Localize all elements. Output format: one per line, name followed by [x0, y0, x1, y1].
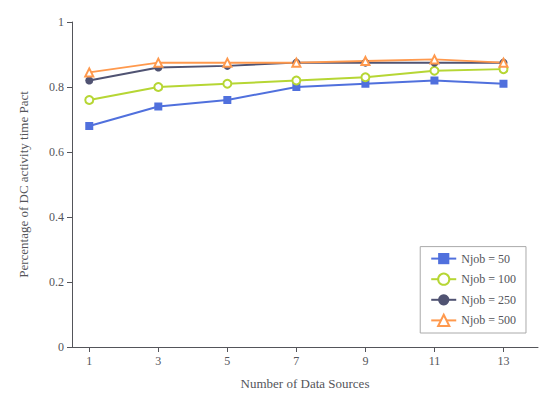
- svg-text:Njob = 500: Njob = 500: [461, 313, 516, 327]
- svg-text:0.6: 0.6: [49, 145, 64, 159]
- svg-text:Njob = 100: Njob = 100: [461, 272, 516, 286]
- svg-text:Number of Data Sources: Number of Data Sources: [241, 376, 370, 391]
- svg-text:0.2: 0.2: [49, 275, 64, 289]
- svg-text:11: 11: [429, 354, 441, 368]
- svg-text:3: 3: [155, 354, 161, 368]
- svg-text:0: 0: [58, 340, 64, 354]
- svg-text:13: 13: [497, 354, 509, 368]
- svg-text:1: 1: [86, 354, 92, 368]
- svg-text:0.8: 0.8: [49, 80, 64, 94]
- svg-text:5: 5: [224, 354, 230, 368]
- svg-text:1: 1: [58, 15, 64, 29]
- svg-text:Percentage of DC activity time: Percentage of DC activity time Pact: [16, 91, 31, 278]
- svg-text:Njob = 250: Njob = 250: [461, 293, 516, 307]
- svg-text:0.4: 0.4: [49, 210, 64, 224]
- svg-text:9: 9: [362, 354, 368, 368]
- svg-text:7: 7: [293, 354, 299, 368]
- svg-text:Njob = 50: Njob = 50: [461, 252, 510, 266]
